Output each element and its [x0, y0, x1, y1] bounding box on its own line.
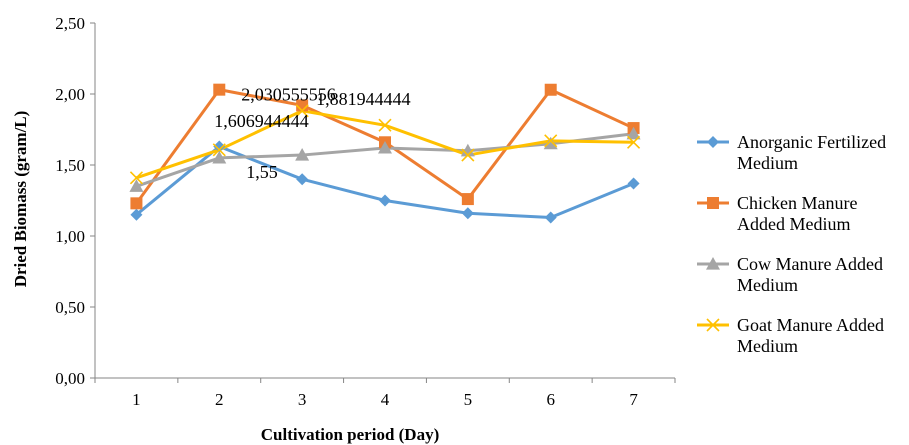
series-0-point: [296, 173, 309, 186]
y-tick-label: 2,50: [55, 14, 85, 33]
data-labels: 1,55 2,030555556 1,606944444 1,881944444: [214, 85, 410, 182]
series-3-point: [129, 171, 143, 185]
series-0-point: [213, 140, 226, 153]
legend-label: Medium: [737, 275, 798, 295]
series-0-point: [544, 211, 557, 224]
data-label: 1,881944444: [316, 89, 411, 109]
series-0-point: [130, 208, 143, 221]
y-tick-label: 2,00: [55, 85, 85, 104]
y-tick-label: 1,00: [55, 227, 85, 246]
series-markers: [129, 83, 641, 224]
legend-marker-2: [706, 257, 720, 270]
series-1-point: [461, 193, 474, 206]
legend-label: Cow Manure Added: [737, 254, 883, 274]
axes: [94, 23, 675, 379]
series-3-point: [212, 143, 226, 157]
legend-marker-0: [707, 136, 719, 148]
series-3-point: [378, 118, 392, 132]
x-tick-label: 4: [381, 390, 390, 409]
series-1-point: [130, 197, 143, 210]
y-tick-label: 0,50: [55, 298, 85, 317]
x-tick-label: 1: [132, 390, 141, 409]
series-2-point: [129, 179, 144, 192]
series-2-point: [378, 140, 392, 154]
x-tick-label: 2: [215, 390, 224, 409]
axis-ticks: 0,00 0,50 1,00 1,50 2,00 2,50 1 2 3 4 5 6 7: [55, 14, 676, 409]
series-2-point: [626, 126, 641, 140]
series-1-point: [544, 83, 557, 96]
x-tick-label: 3: [298, 390, 307, 409]
series-3-point: [544, 134, 558, 148]
series-3-point: [627, 135, 641, 149]
series-0-point: [379, 194, 391, 207]
x-tick-label: 6: [546, 390, 555, 409]
legend-label: Medium: [737, 153, 798, 173]
y-tick-label: 1,50: [55, 156, 85, 175]
series-3-point: [461, 148, 475, 162]
series-line-0: [135, 145, 635, 220]
series-0-point: [627, 177, 640, 190]
y-tick-label: 0,00: [55, 369, 85, 388]
series-2-point: [460, 143, 475, 157]
x-tick-label: 7: [629, 390, 638, 409]
legend-label: Medium: [737, 336, 798, 356]
series-0-point: [461, 207, 474, 220]
legend-label: Goat Manure Added: [737, 315, 884, 335]
x-axis-title: Cultivation period (Day): [261, 425, 440, 444]
series-3-point: [295, 104, 309, 118]
legend-label: Anorganic Fertilized: [737, 132, 886, 152]
x-tick-label: 5: [464, 390, 473, 409]
series-2-point: [212, 150, 227, 164]
series-2-point: [295, 148, 310, 161]
legend-marker-1: [707, 197, 719, 209]
data-label: 1,606944444: [214, 111, 308, 131]
legend-label: Chicken Manure: [737, 193, 857, 213]
legend-marker-3: [706, 318, 720, 332]
series-1-point: [213, 83, 226, 96]
y-axis-title: Dried Biomass (gram/L): [11, 111, 30, 288]
data-label: 1,55: [246, 162, 277, 182]
data-label: 2,030555556: [241, 85, 335, 105]
series-2-point: [543, 136, 558, 150]
legend-label: Added Medium: [737, 214, 850, 234]
